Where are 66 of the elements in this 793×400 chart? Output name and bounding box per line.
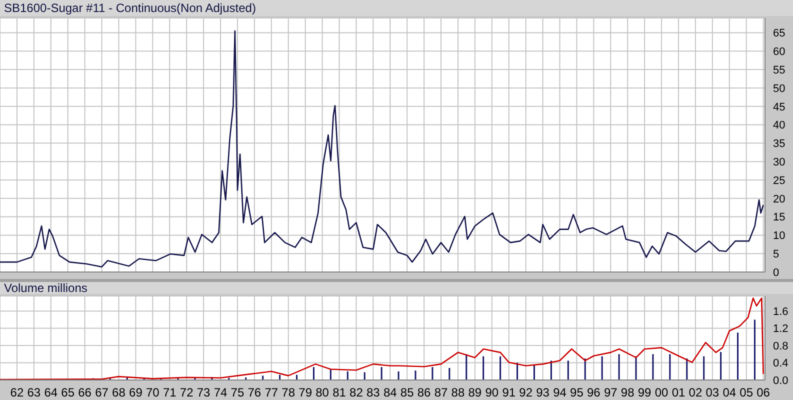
y-tick-label: 25 — [773, 174, 786, 187]
x-tick-label: 79 — [298, 386, 312, 400]
y-tick-label: 40 — [773, 120, 786, 132]
x-tick-label: 64 — [44, 386, 58, 400]
x-tick-label: 82 — [350, 386, 364, 400]
x-tick-label: 02 — [688, 386, 702, 400]
y-tick-label: 55 — [773, 64, 786, 76]
x-tick-label: 97 — [604, 386, 618, 400]
x-tick-label: 01 — [672, 386, 686, 400]
x-tick-label: 91 — [502, 386, 516, 400]
x-tick-label: 90 — [485, 386, 499, 400]
chart-title: SB1600-Sugar #11 - Continuous(Non Adjusted) — [0, 0, 793, 16]
x-tick-label: 73 — [196, 386, 211, 400]
x-tick-label: 95 — [570, 386, 584, 400]
x-tick-label: 80 — [316, 386, 330, 400]
x-tick-label: 85 — [400, 386, 414, 400]
y-tick-label: 0.4 — [773, 358, 788, 370]
x-tick-label: 76 — [248, 386, 262, 400]
y-tick-label: 0.0 — [773, 374, 788, 387]
chart-title: Volume millions — [0, 281, 793, 295]
x-tick-label: 68 — [112, 386, 126, 400]
x-tick-label: 04 — [722, 386, 736, 400]
x-tick-label: 63 — [27, 386, 41, 400]
y-tick-label: 1.2 — [773, 323, 788, 336]
x-tick-label: 74 — [214, 386, 228, 400]
x-tick-label: 88 — [451, 386, 465, 400]
x-tick-label: 72 — [180, 386, 194, 400]
x-tick-label: 87 — [434, 386, 448, 400]
y-tick-label: 30 — [773, 156, 786, 168]
y-tick-label: 0 — [773, 266, 780, 279]
y-tick-label: 50 — [773, 82, 786, 95]
y-tick-label: 5 — [773, 248, 780, 260]
x-tick-label: 03 — [706, 386, 720, 400]
x-tick-label: 65 — [61, 386, 75, 400]
x-tick-label: 99 — [638, 386, 652, 400]
x-tick-label: 66 — [78, 386, 92, 400]
y-tick-label: 20 — [773, 193, 786, 206]
x-tick-label: 96 — [587, 386, 601, 400]
y-tick-label: 35 — [773, 138, 786, 150]
x-tick-label: 71 — [162, 386, 177, 400]
x-tick-label: 06 — [756, 386, 770, 400]
x-tick-label: 05 — [740, 386, 754, 400]
x-tick-label: 62 — [10, 386, 24, 400]
y-tick-label: 15 — [773, 212, 786, 224]
x-tick-label: 83 — [366, 386, 380, 400]
x-tick-label: 93 — [536, 386, 550, 400]
x-tick-label: 92 — [519, 386, 533, 400]
x-tick-label: 94 — [553, 386, 567, 400]
y-tick-label: 60 — [773, 46, 786, 58]
y-tick-label: 65 — [773, 28, 786, 40]
x-tick-label: 69 — [129, 386, 143, 400]
x-tick-label: 89 — [468, 386, 482, 400]
y-tick-label: 0.8 — [773, 340, 788, 352]
x-tick-label: 98 — [620, 386, 635, 400]
x-tick-label: 84 — [383, 386, 398, 400]
x-tick-label: 70 — [146, 386, 160, 400]
x-tick-label: 86 — [417, 386, 432, 400]
x-tick-label: 67 — [95, 386, 109, 400]
y-tick-label: 1.6 — [773, 306, 788, 318]
x-tick-label: 78 — [282, 386, 296, 400]
y-tick-label: 10 — [773, 230, 786, 242]
x-tick-label: 00 — [654, 386, 669, 400]
x-tick-label: 81 — [332, 386, 346, 400]
y-tick-label: 45 — [773, 101, 786, 114]
x-tick-label: 75 — [230, 386, 244, 400]
x-tick-label: 77 — [264, 386, 278, 400]
